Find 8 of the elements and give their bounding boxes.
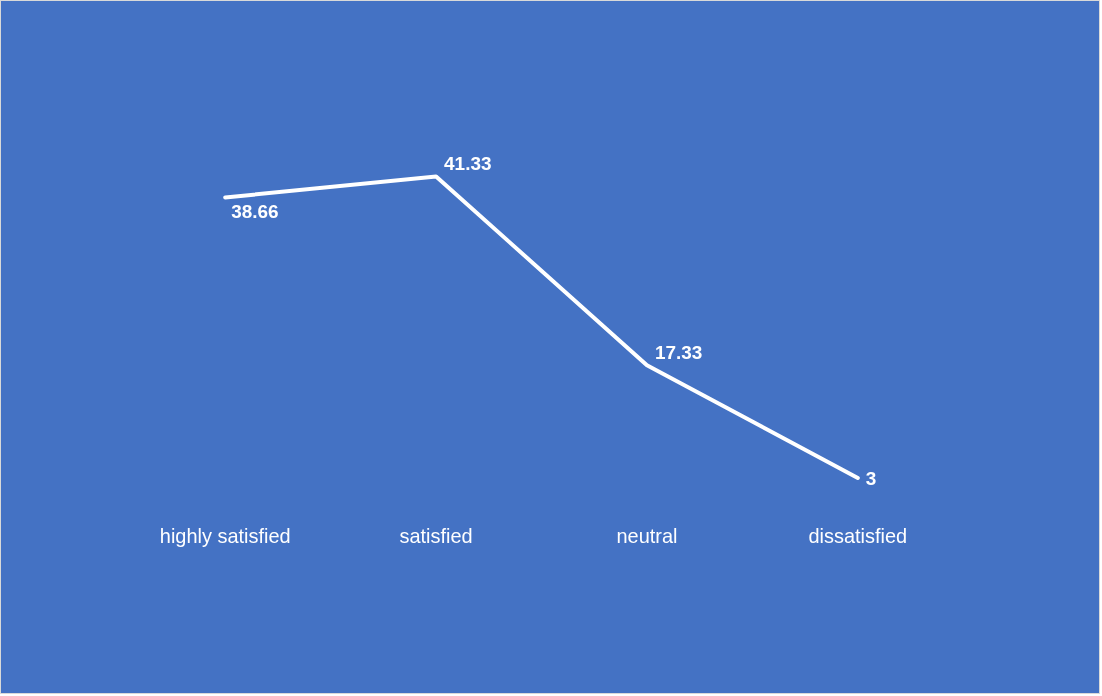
data-label: 3 [865, 468, 877, 490]
data-label: 41.33 [444, 153, 492, 175]
x-tick-label: dissatisfied [808, 524, 908, 547]
data-label: 17.33 [654, 341, 703, 363]
data-label: 38.66 [231, 201, 279, 223]
x-tick-label: satisfied [399, 524, 473, 547]
x-tick-label: highly satisfied [159, 524, 291, 547]
x-tick-label: neutral [616, 524, 678, 547]
